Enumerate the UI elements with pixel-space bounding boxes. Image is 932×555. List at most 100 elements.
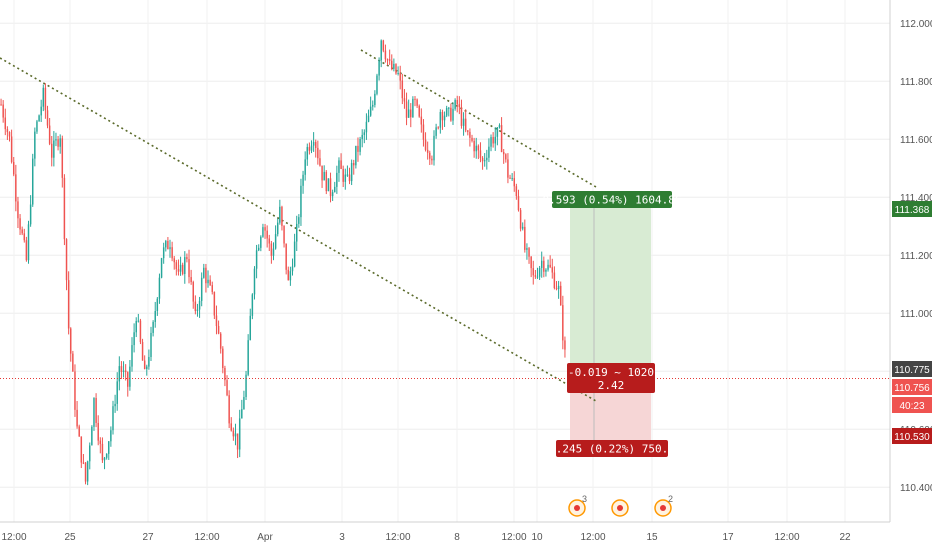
candle-body	[42, 87, 45, 107]
candle-body	[433, 135, 435, 161]
candle-body	[272, 248, 275, 256]
candle-body	[120, 366, 123, 372]
candle-body	[12, 161, 15, 175]
price-tag-bg	[892, 361, 932, 377]
candle-body	[348, 174, 351, 182]
candle-body	[528, 248, 530, 257]
candle-body	[407, 109, 410, 118]
candle-body	[471, 137, 473, 141]
candle-body	[426, 149, 429, 153]
candle-body	[344, 174, 347, 182]
candle-body	[323, 171, 325, 181]
candle-body	[287, 269, 290, 281]
candle-body	[203, 267, 205, 278]
candle-body	[103, 457, 106, 461]
candle-body	[59, 138, 61, 147]
candle-body	[439, 111, 442, 128]
candle-body	[443, 115, 446, 121]
candle-body	[526, 248, 528, 250]
candle-body	[511, 178, 513, 180]
candle-body	[219, 333, 222, 349]
candle-body	[232, 430, 235, 437]
candle-body	[44, 87, 47, 111]
candle-body	[378, 60, 380, 76]
candle-body	[553, 272, 556, 289]
price-tag: 110.775	[894, 365, 930, 376]
center-label-bg	[567, 363, 655, 393]
candle-body	[127, 372, 129, 387]
candle-body	[131, 345, 133, 367]
candle-body	[536, 276, 539, 278]
candle-body	[70, 328, 72, 354]
candle-body	[481, 157, 484, 162]
candle-body	[557, 285, 560, 290]
candle-body	[336, 172, 338, 187]
candle-body	[205, 267, 207, 284]
candle-body	[89, 445, 91, 462]
candle-body	[8, 132, 11, 137]
x-tick-label: Apr	[257, 532, 273, 543]
candle-body	[414, 98, 416, 100]
candle-body	[257, 247, 260, 251]
candle-body	[6, 129, 9, 133]
y-tick-label: 111.200	[900, 251, 932, 262]
candle-body	[534, 275, 537, 277]
candle-body	[175, 262, 178, 270]
candle-body	[456, 99, 458, 105]
y-tick-label: 111.400	[900, 193, 932, 204]
candle-body	[458, 104, 461, 108]
candle-body	[291, 266, 294, 272]
candle-body	[129, 366, 131, 387]
trendline-lower[interactable]	[0, 57, 597, 402]
candle-body	[450, 107, 452, 121]
candle-body	[498, 125, 501, 128]
candle-body	[391, 60, 393, 69]
candle-body	[29, 204, 32, 225]
candle-body	[515, 186, 518, 197]
candle-body	[559, 285, 562, 306]
candle-body	[334, 186, 336, 193]
candle-body	[532, 268, 535, 276]
candle-body	[36, 121, 38, 132]
candle-body	[93, 398, 95, 427]
price-tag: 40:23	[899, 401, 924, 412]
candle-body	[139, 320, 142, 343]
target-label: 0.593 (0.54%) 1604.86	[542, 194, 681, 207]
stop-label: 0.245 (0.22%) 750.1	[549, 443, 675, 456]
x-tick-label: 17	[722, 532, 734, 543]
x-axis-panel[interactable]	[0, 522, 932, 550]
candle-body	[167, 240, 169, 250]
candle-body	[262, 227, 264, 237]
candle-body	[314, 142, 317, 148]
candle-body	[405, 101, 408, 118]
candle-body	[397, 73, 399, 75]
candle-body	[462, 118, 465, 126]
candle-body	[2, 104, 4, 118]
event-marker-dot	[660, 505, 666, 511]
candle-body	[488, 146, 490, 158]
candle-body	[325, 171, 328, 192]
target-zone[interactable]	[570, 206, 651, 379]
candle-body	[448, 107, 450, 109]
candle-body	[505, 154, 507, 160]
candle-body	[416, 99, 418, 106]
x-tick-label: 25	[64, 532, 76, 543]
candle-body	[186, 257, 188, 260]
candle-body	[369, 106, 372, 116]
candle-body	[431, 158, 433, 161]
candle-body	[196, 309, 199, 311]
candle-body	[372, 104, 374, 107]
event-marker-dot	[617, 505, 623, 511]
candle-body	[517, 196, 520, 211]
candle-body	[51, 143, 53, 158]
candle-body	[300, 185, 302, 218]
candle-body	[200, 277, 203, 301]
price-tag-bg	[892, 379, 932, 395]
candle-body	[226, 380, 228, 396]
candle-body	[281, 206, 283, 226]
candle-body	[238, 418, 241, 450]
candle-body	[350, 163, 353, 182]
price-tag: 110.530	[894, 432, 930, 443]
